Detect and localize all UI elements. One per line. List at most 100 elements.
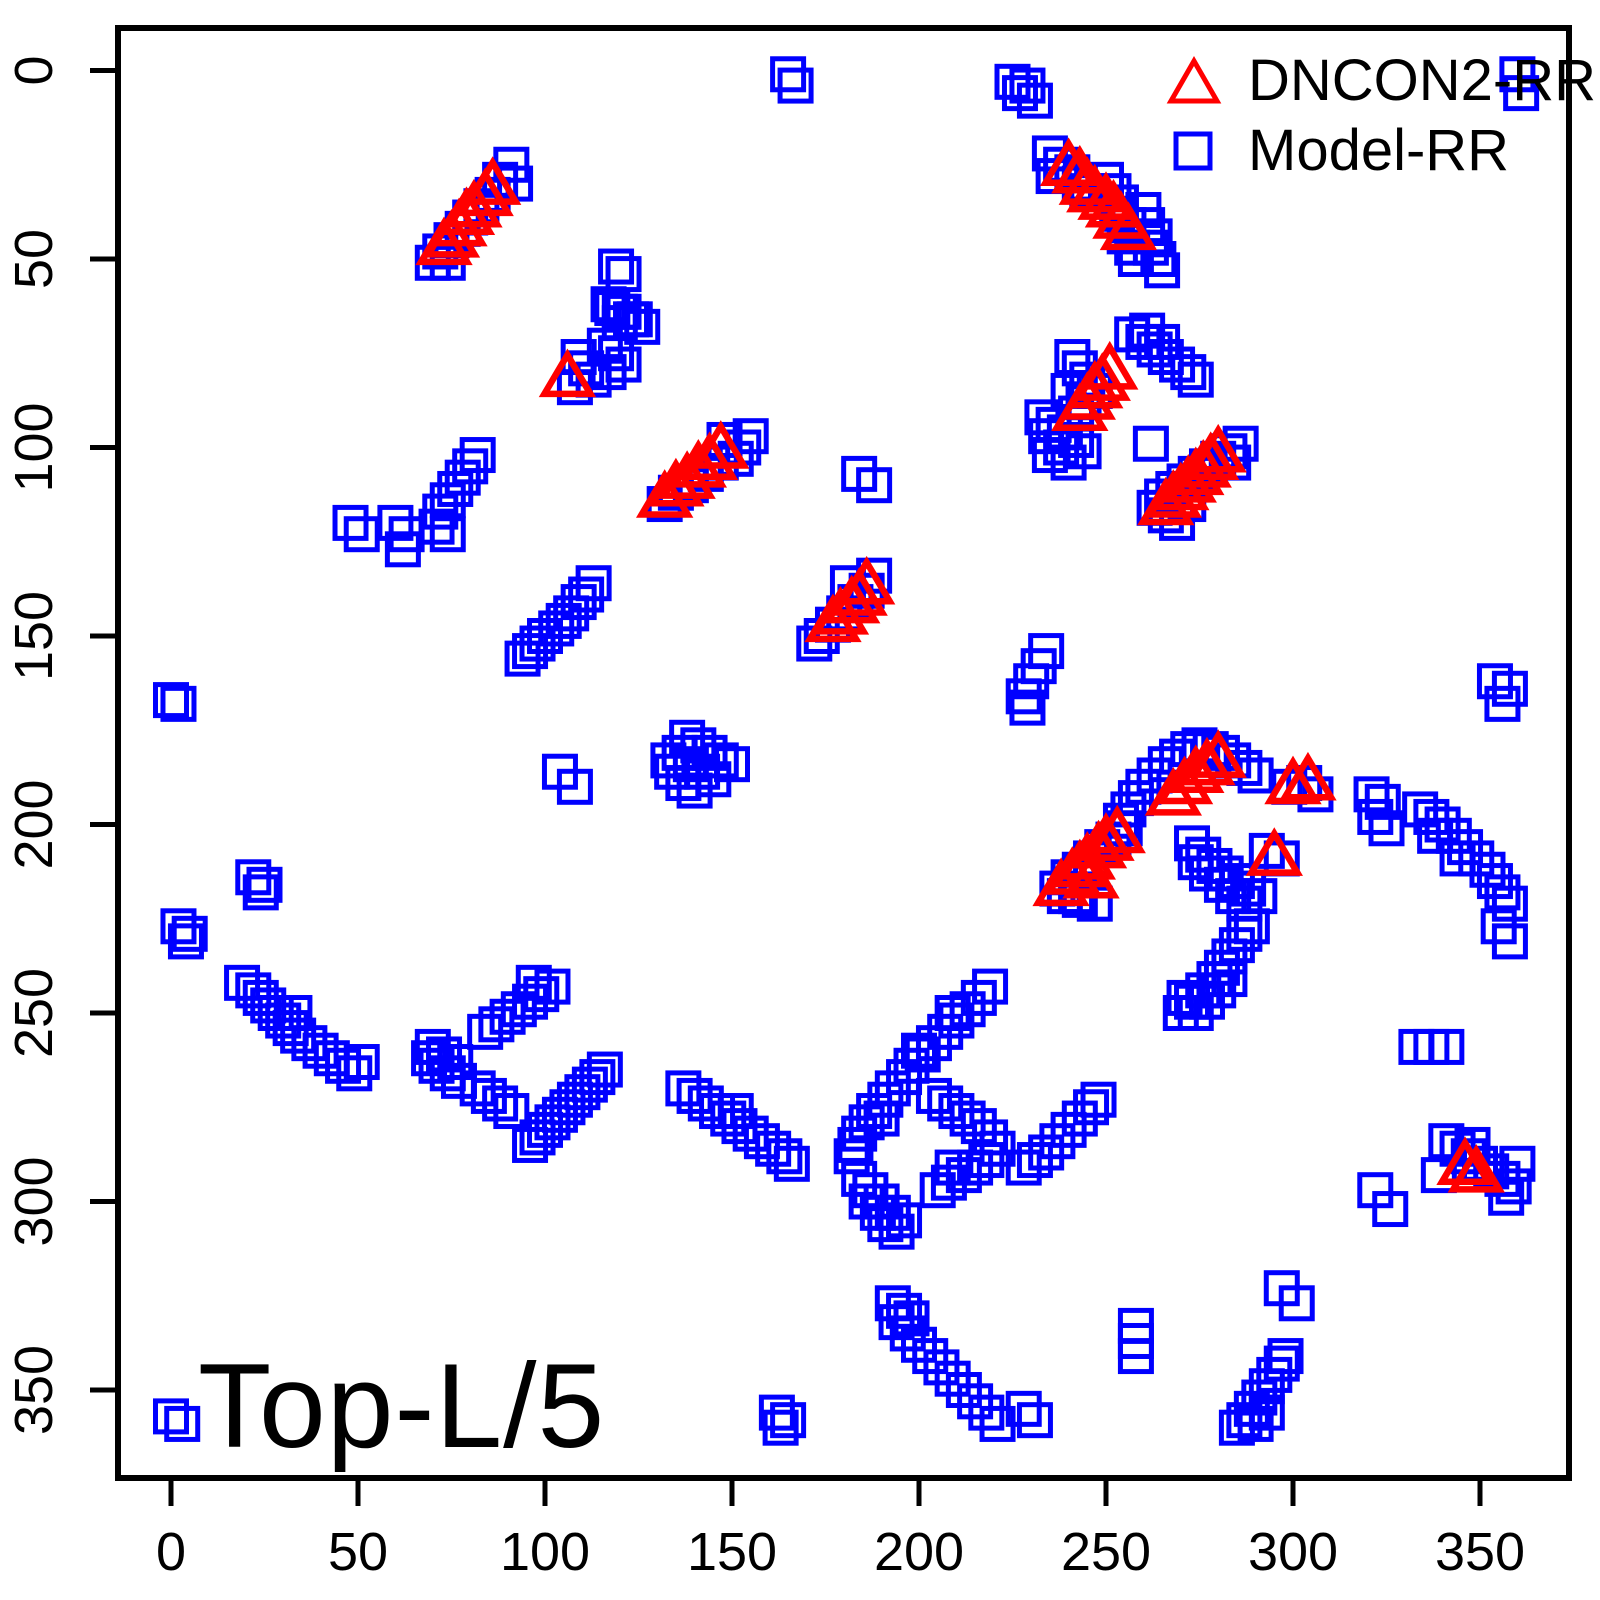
legend-label-model-rr: Model-RR	[1248, 118, 1510, 183]
model-rr-point	[246, 866, 283, 903]
model-rr-point	[770, 1402, 807, 1439]
model-rr-point	[1353, 776, 1390, 813]
model-rr-point	[164, 1405, 201, 1442]
dncon2-rr-point	[1088, 804, 1146, 854]
model-rr-point	[1188, 983, 1225, 1020]
x-axis-tick-label: 0	[156, 1522, 186, 1582]
dncon2-rr-point	[804, 593, 862, 643]
x-axis-tick-label: 350	[1435, 1522, 1525, 1582]
y-axis-tick-label: 300	[4, 1156, 64, 1246]
x-axis-tick-label: 100	[500, 1522, 590, 1582]
dncon2-rr-point	[1279, 751, 1337, 801]
model-rr-point	[1080, 1081, 1117, 1118]
model-rr-point	[384, 531, 421, 568]
model-rr-point	[650, 742, 687, 779]
model-rr-point	[1420, 1157, 1457, 1194]
model-rr-point	[1226, 749, 1263, 786]
model-rr-point	[512, 1126, 549, 1163]
model-rr-point	[1226, 915, 1263, 952]
model-rr-point	[586, 327, 623, 364]
model-rr-point	[770, 56, 807, 93]
dncon2-rr-point	[1062, 849, 1120, 899]
model-rr-point	[515, 964, 552, 1001]
model-rr-point	[901, 1326, 937, 1363]
y-axis-tick-label: 50	[4, 229, 64, 289]
model-rr-point	[717, 1093, 754, 1130]
dncon2-rr-point	[692, 420, 750, 469]
model-rr-point	[912, 1338, 949, 1375]
model-rr-point	[512, 633, 549, 670]
model-rr-point	[1005, 1390, 1042, 1427]
model-rr-point	[1484, 874, 1521, 911]
y-axis-tick-label: 0	[4, 55, 64, 85]
model-rr-point	[429, 516, 466, 553]
model-rr-point	[1177, 361, 1214, 398]
model-rr-point	[1372, 1191, 1409, 1228]
dncon2-rr-point	[1264, 755, 1322, 805]
model-rr-point	[949, 1100, 986, 1137]
model-rr-point	[1447, 829, 1484, 866]
model-rr-point	[654, 753, 691, 790]
model-rr-point	[1503, 75, 1540, 112]
model-rr-point	[1132, 425, 1169, 462]
model-rr-point	[1491, 923, 1528, 960]
y-axis-tick-label: 250	[4, 968, 64, 1058]
model-rr-point	[1278, 1285, 1315, 1322]
model-rr-point	[972, 968, 1009, 1005]
dncon2-rr-point	[1436, 1136, 1494, 1186]
model-rr-point	[856, 467, 893, 504]
model-rr-point	[429, 482, 466, 519]
square-marker-icon	[1173, 131, 1213, 171]
model-rr-point	[153, 1398, 189, 1435]
model-rr-point	[1028, 418, 1065, 455]
model-rr-point	[863, 1100, 900, 1137]
model-rr-point	[493, 1093, 530, 1130]
model-rr-point	[1065, 433, 1102, 470]
model-rr-point	[467, 1013, 504, 1050]
model-rr-point	[938, 1002, 975, 1039]
model-rr-point	[482, 1085, 519, 1122]
legend: DNCON2-RR Model-RR	[1162, 50, 1596, 182]
model-rr-point	[1140, 241, 1177, 277]
model-rr-point	[1016, 82, 1053, 119]
model-rr-point	[1028, 1134, 1065, 1171]
model-rr-point	[1256, 1356, 1293, 1393]
model-rr-point	[1491, 885, 1528, 922]
triangle-marker-icon	[1166, 55, 1222, 104]
model-rr-point	[1185, 836, 1222, 873]
model-rr-point	[167, 923, 204, 960]
dncon2-rr-point	[647, 457, 705, 507]
x-axis-tick-label: 150	[687, 1522, 777, 1582]
model-rr-point	[336, 1055, 373, 1092]
model-rr-point	[773, 1145, 810, 1182]
model-rr-point	[1031, 437, 1068, 474]
model-rr-point	[411, 1040, 448, 1077]
model-rr-point	[934, 1360, 971, 1397]
dncon2-rr-point	[1039, 137, 1098, 186]
model-rr-point	[867, 1081, 904, 1118]
y-axis-tick-label: 350	[4, 1345, 64, 1435]
model-rr-point	[1039, 1123, 1076, 1160]
model-rr-point	[837, 1126, 874, 1163]
dncon2-rr-point	[669, 438, 728, 488]
model-rr-point	[1211, 961, 1248, 998]
dncon2-rr-point	[1051, 382, 1109, 432]
dncon2-rr-point	[1077, 812, 1135, 861]
model-rr-point	[927, 1013, 964, 1050]
dncon2-rr-point	[635, 469, 694, 518]
dncon2-rr-point	[822, 574, 881, 624]
y-axis-tick-label: 100	[4, 402, 64, 492]
model-rr-point	[1484, 685, 1521, 722]
model-rr-point	[1435, 817, 1472, 854]
model-rr-point	[852, 1172, 889, 1209]
model-rr-point	[1177, 995, 1214, 1031]
model-rr-point	[1357, 798, 1394, 835]
model-rr-point	[1144, 323, 1181, 360]
model-rr-point	[478, 1006, 515, 1043]
model-rr-point	[1200, 972, 1237, 1009]
model-rr-point	[833, 1138, 870, 1175]
model-rr-point	[1218, 1409, 1255, 1446]
model-rr-point	[504, 640, 541, 677]
